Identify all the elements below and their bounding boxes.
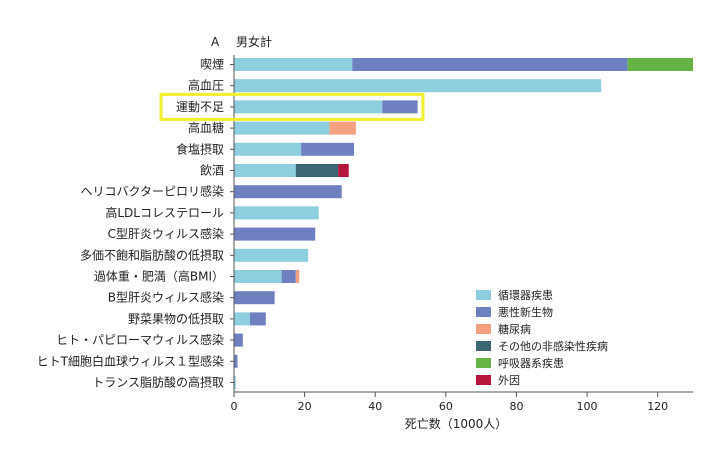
- bar-segment: [329, 121, 356, 135]
- category-label: 食塩摂取: [176, 141, 224, 156]
- legend-swatch: [476, 324, 491, 334]
- category-label: ヒト・パピローマウィルス感染: [56, 332, 224, 347]
- category-label: 喫煙: [200, 58, 224, 72]
- x-tick-label: 100: [577, 400, 598, 413]
- bar-segment: [234, 248, 309, 262]
- chart-title: 男女計: [236, 34, 272, 49]
- bar-segment: [234, 227, 316, 241]
- legend-swatch: [476, 375, 491, 385]
- bar-segment: [301, 142, 355, 156]
- bar-segment: [281, 270, 296, 283]
- bar-segment: [234, 142, 302, 156]
- legend-label: 悪性新生物: [498, 305, 553, 319]
- bar-segment: [234, 270, 282, 283]
- legend-swatch: [476, 341, 491, 351]
- legend-label: 糖尿病: [498, 322, 531, 336]
- x-axis-ticks: 0 20 40 60 80 100 120: [231, 392, 668, 413]
- category-label: 過体重・肥満（高BMI）: [94, 269, 224, 284]
- bar-segment: [382, 100, 418, 114]
- category-label: 高血糖: [188, 120, 224, 135]
- bar-segment: [234, 79, 602, 93]
- legend-swatch: [476, 358, 491, 368]
- bar-segment: [234, 164, 296, 177]
- bar-segment: [234, 312, 250, 326]
- category-label: ヘリコバクターピロリ感染: [80, 184, 224, 199]
- category-label: C型肝炎ウィルス感染: [108, 226, 224, 241]
- bar-segment: [234, 376, 236, 389]
- panel-label: A: [211, 35, 220, 49]
- x-axis-label: 死亡数（1000人）: [405, 416, 508, 431]
- legend-swatch: [476, 290, 491, 300]
- x-tick-label: 0: [231, 400, 238, 413]
- x-tick-label: 80: [509, 400, 523, 413]
- bar-segment: [234, 58, 353, 71]
- bar-segment: [352, 58, 628, 71]
- bar-segment: [234, 100, 383, 114]
- highlight-box: [159, 92, 425, 121]
- bar-segment: [338, 164, 349, 177]
- bar-segment: [627, 58, 693, 71]
- bar-segment: [249, 312, 266, 326]
- category-label: 運動不足: [176, 100, 224, 114]
- legend-label: 外因: [498, 374, 520, 387]
- bar-segment: [234, 291, 275, 305]
- legend-label: その他の非感染性疾病: [498, 339, 608, 353]
- category-label: B型肝炎ウィルス感染: [108, 290, 224, 305]
- x-tick-label: 120: [647, 400, 668, 413]
- legend-swatch: [476, 307, 491, 317]
- bar-segment: [295, 270, 300, 283]
- x-tick-label: 60: [439, 400, 453, 413]
- bars-layer: [234, 58, 693, 389]
- bar-segment: [234, 354, 238, 368]
- category-label: 高血圧: [188, 78, 224, 93]
- bar-segment: [234, 185, 342, 199]
- x-tick-label: 20: [298, 400, 312, 413]
- bar-segment: [234, 121, 330, 135]
- category-label: 飲酒: [200, 163, 224, 178]
- category-label: 高LDLコレステロール: [105, 205, 224, 220]
- category-labels: 喫煙高血圧運動不足高血糖食塩摂取飲酒ヘリコバクターピロリ感染高LDLコレステロー…: [37, 58, 234, 390]
- legend-label: 呼吸器系疾患: [498, 356, 564, 370]
- x-tick-label: 40: [368, 400, 382, 413]
- category-label: ヒトT細胞白血球ウィルス１型感染: [37, 353, 224, 368]
- category-label: トランス脂肪酸の高摂取: [92, 375, 224, 390]
- bar-segment: [295, 164, 339, 177]
- category-label: 多価不飽和脂肪酸の低摂取: [80, 247, 224, 262]
- category-label: 野菜果物の低摂取: [128, 311, 224, 326]
- bar-segment: [234, 206, 319, 220]
- legend-label: 循環器疾患: [498, 288, 553, 302]
- bar-segment: [234, 333, 243, 347]
